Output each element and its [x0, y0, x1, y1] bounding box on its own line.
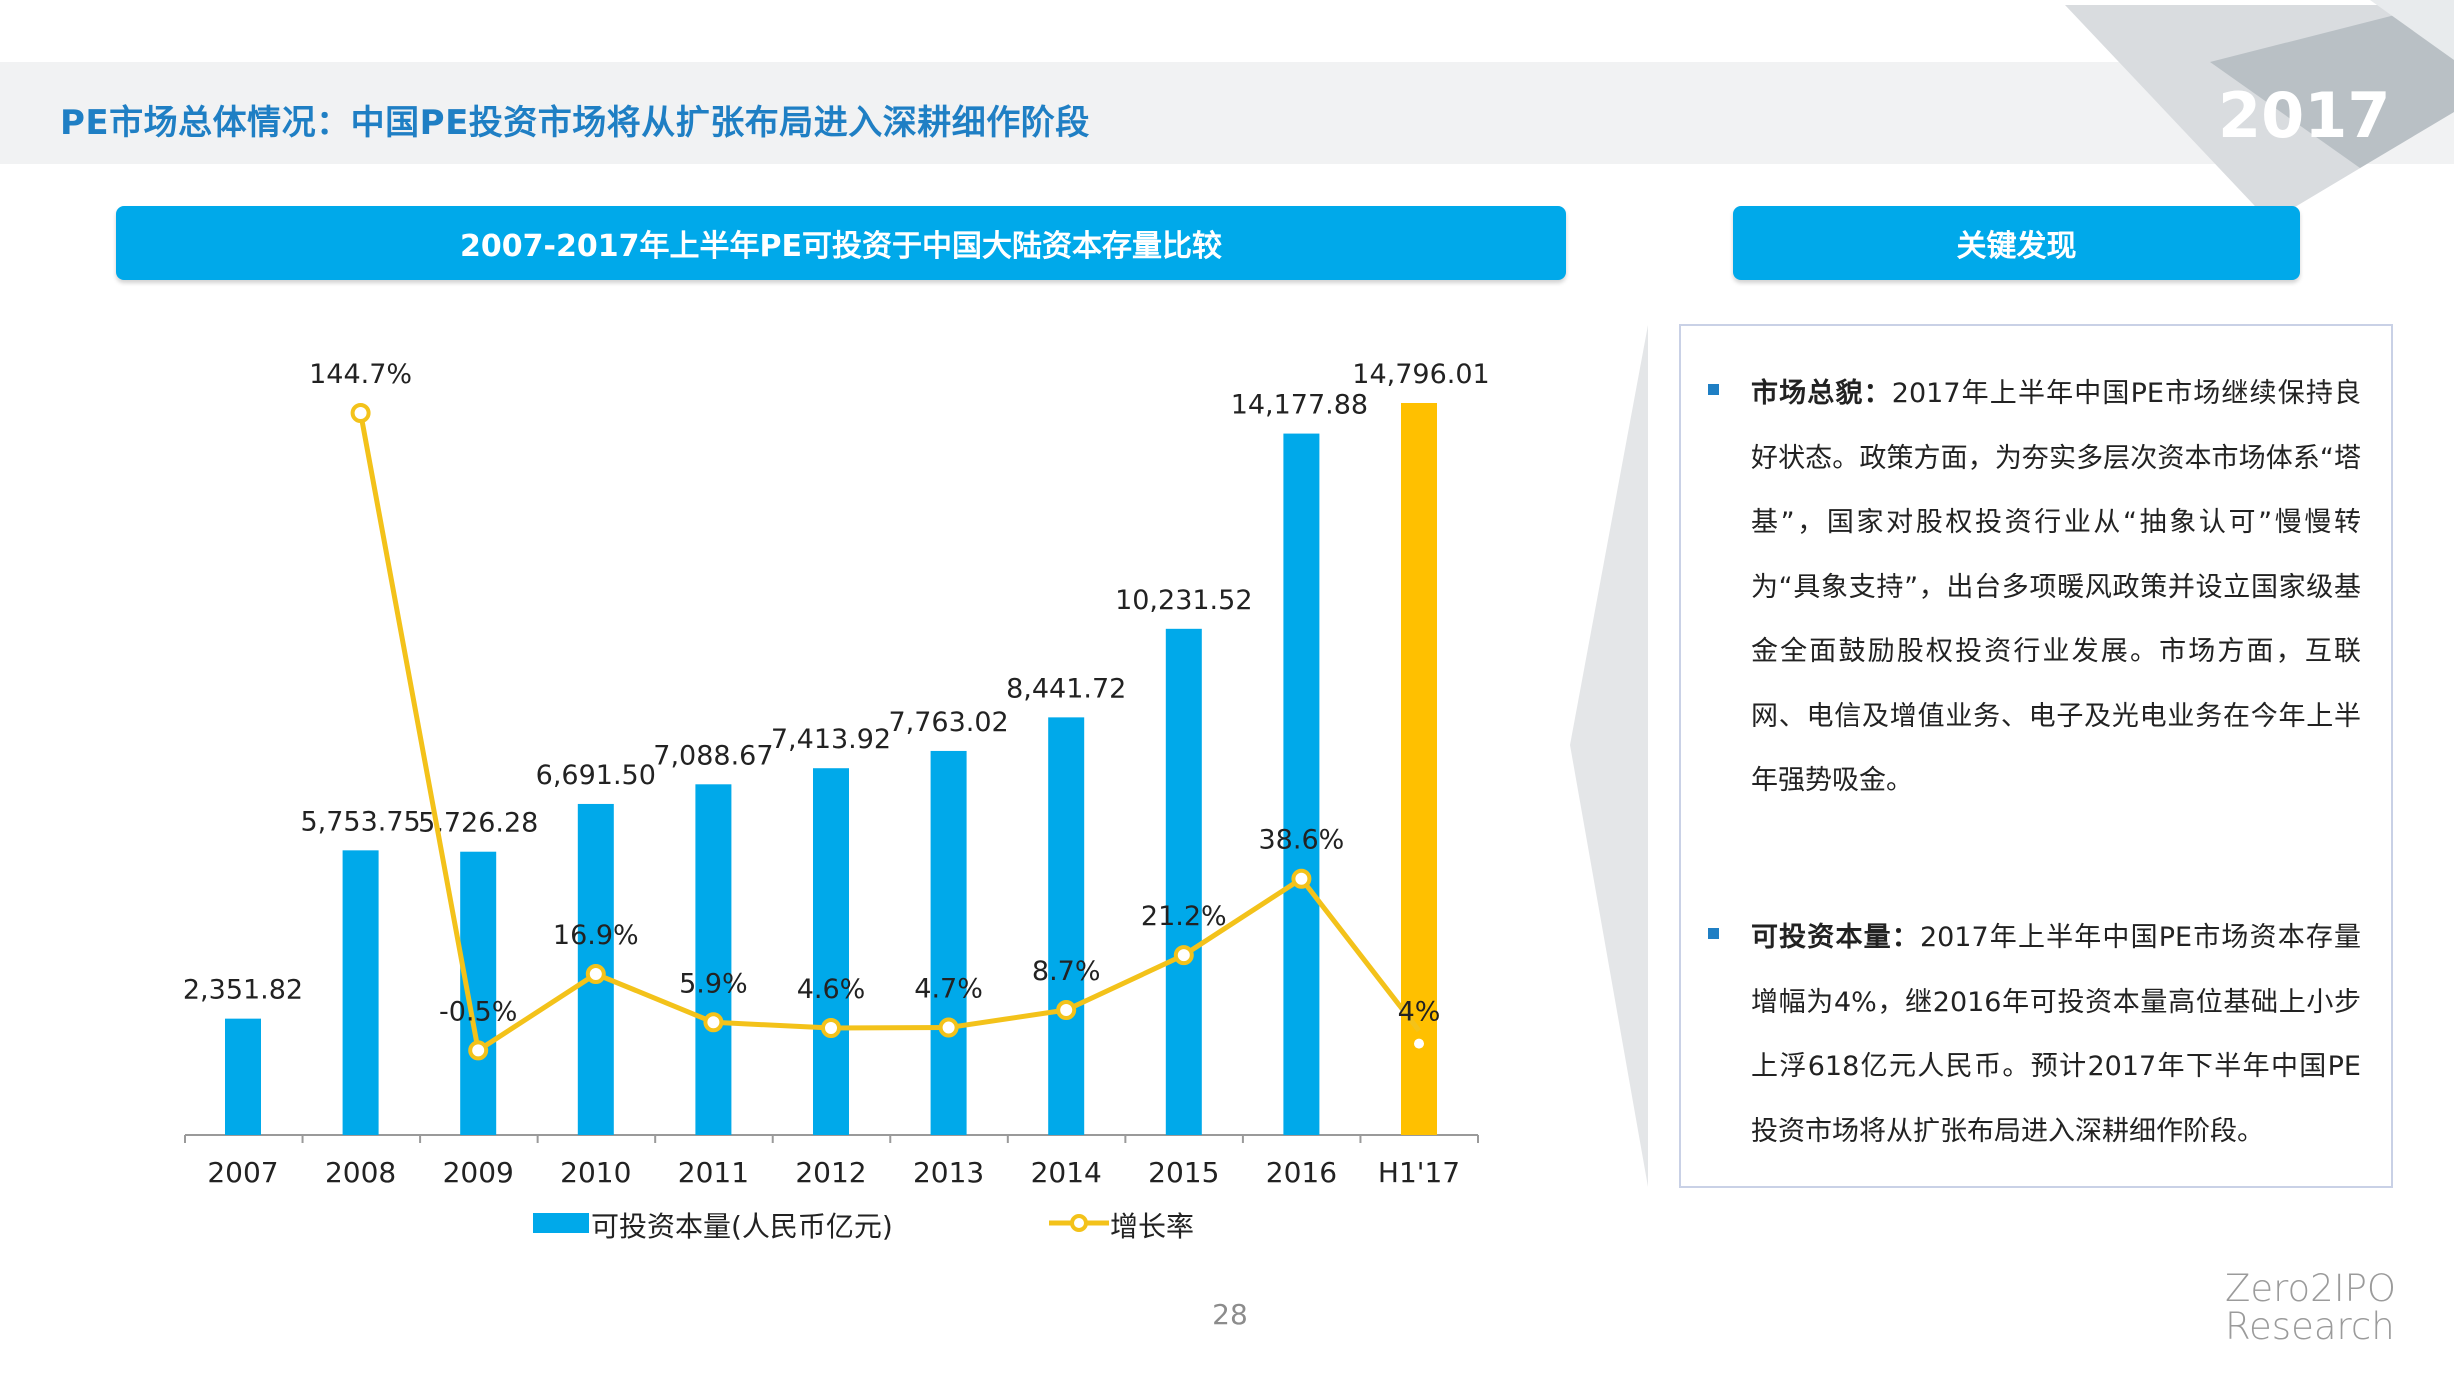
- x-tick-label: 2008: [325, 1156, 396, 1189]
- legend-line-label: 增长率: [1110, 1210, 1195, 1243]
- growth-point: [468, 1040, 489, 1061]
- legend-bar-swatch: [533, 1213, 589, 1233]
- bar-2015: [1165, 628, 1202, 1135]
- title-band: [0, 62, 2454, 164]
- findings-header: 关键发现: [1733, 206, 2300, 280]
- finding-label: 可投资本量：: [1751, 922, 1920, 953]
- bar-value-label: 7,088.67: [653, 740, 773, 771]
- bar-value-label: 14,177.88: [1231, 390, 1368, 421]
- callout-arrow: [1570, 325, 1648, 1187]
- bar-value-label: 7,763.02: [888, 707, 1008, 738]
- growth-point: [821, 1018, 841, 1038]
- x-tick-label: 2016: [1266, 1156, 1337, 1189]
- growth-label: 8.7%: [1032, 956, 1101, 987]
- bar-2007: [225, 1018, 261, 1135]
- x-tick-label: 2014: [1031, 1156, 1102, 1189]
- finding-text: 2017年上半年中国PE市场资本存量增幅为4%，继2016年可投资本量高位基础上…: [1751, 922, 2362, 1147]
- bar-value-label: 10,231.52: [1115, 585, 1252, 616]
- growth-point: [585, 964, 606, 985]
- finding-market-overview: 市场总貌：2017年上半年中国PE市场继续保持良好状态。政策方面，为夯实多层次资…: [1708, 362, 2361, 814]
- growth-label: 16.9%: [553, 920, 639, 951]
- x-tick-label: 2015: [1148, 1156, 1219, 1189]
- x-tick-label: 2013: [913, 1156, 984, 1189]
- growth-label: 144.7%: [309, 359, 412, 390]
- finding-text: 2017年上半年中国PE市场继续保持良好状态。政策方面，为夯实多层次资本市场体系…: [1751, 378, 2361, 796]
- brand-line-1: Zero2IPO: [2225, 1267, 2397, 1310]
- bar-2013: [930, 750, 967, 1135]
- bar-2012: [813, 768, 849, 1135]
- bar-value-label: 6,691.50: [536, 760, 656, 791]
- bar-value-label: 14,796.01: [1352, 359, 1489, 390]
- growth-line: [358, 412, 1421, 1053]
- bullet-icon: [1708, 928, 1719, 939]
- growth-point: [938, 1017, 959, 1038]
- x-tick-label: 2010: [560, 1156, 631, 1189]
- growth-label: 4.7%: [914, 974, 983, 1005]
- bar-2016: [1283, 433, 1320, 1135]
- x-tick-label: 2012: [795, 1156, 866, 1189]
- growth-point: [350, 403, 371, 423]
- growth-point: [1414, 1038, 1424, 1049]
- corner-decoration: [2065, 0, 2454, 222]
- growth-point: [1173, 945, 1194, 966]
- bar-value-label: 7,413.92: [771, 724, 891, 755]
- growth-point: [1056, 1000, 1077, 1021]
- findings-box: 市场总貌：2017年上半年中国PE市场继续保持良好状态。政策方面，为夯实多层次资…: [1679, 324, 2393, 1188]
- bar-value-label: 5,753.75: [300, 806, 420, 837]
- brand-logo: Zero2IPO Research: [2225, 1270, 2396, 1346]
- bar-value-label: 8,441.72: [1006, 673, 1126, 704]
- year-badge: 2017: [2218, 79, 2391, 152]
- chart: 2,351.8220075,753.7520085,726.2820096,69…: [183, 359, 1490, 1189]
- x-tick-label: 2007: [207, 1156, 278, 1189]
- growth-point: [703, 1012, 724, 1033]
- growth-point: [1291, 868, 1312, 889]
- bar-2008: [342, 850, 379, 1135]
- legend-bar-label: 可投资本量(人民币亿元): [591, 1210, 893, 1243]
- growth-label: 38.6%: [1259, 825, 1345, 856]
- growth-label: -0.5%: [439, 996, 517, 1027]
- finding-investable-capital: 可投资本量：2017年上半年中国PE市场资本存量增幅为4%，继2016年可投资本…: [1708, 906, 2362, 1164]
- x-tick-label: H1'17: [1378, 1156, 1460, 1189]
- brand-line-2: Research: [2225, 1305, 2395, 1348]
- growth-label: 5.9%: [679, 968, 748, 999]
- bar-2011: [695, 784, 732, 1135]
- growth-label: 21.2%: [1141, 901, 1227, 932]
- growth-label: 4.6%: [797, 974, 866, 1005]
- page-number: 28: [1212, 1298, 1248, 1331]
- bar-2014: [1048, 717, 1085, 1135]
- x-tick-label: 2011: [678, 1156, 749, 1189]
- x-tick-label: 2009: [443, 1156, 514, 1189]
- finding-label: 市场总貌：: [1751, 378, 1892, 409]
- legend-line-swatch: [1049, 1214, 1109, 1232]
- growth-label: 4%: [1398, 997, 1441, 1028]
- bar-value-label: 2,351.82: [183, 975, 303, 1006]
- page-title: PE市场总体情况：中国PE投资市场将从扩张布局进入深耕细作阶段: [60, 103, 1090, 143]
- bullet-icon: [1708, 384, 1719, 395]
- chart-header: 2007-2017年上半年PE可投资于中国大陆资本存量比较: [116, 206, 1566, 280]
